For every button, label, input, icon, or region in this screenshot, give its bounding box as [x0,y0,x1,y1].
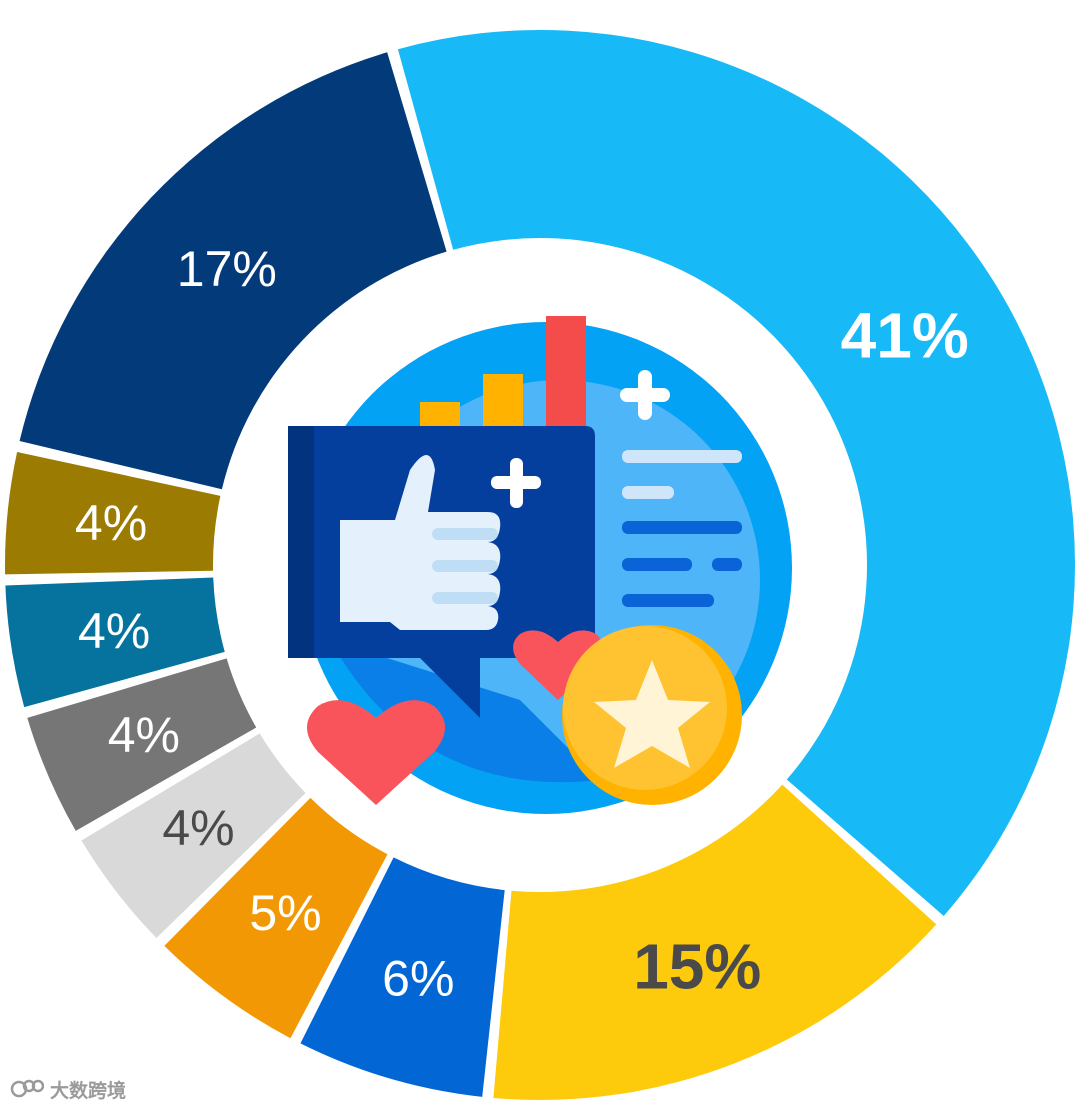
slice-label-7: 4% [78,603,150,659]
donut-slice-8 [5,451,221,575]
donut-slice-3 [300,857,505,1097]
slice-label-2: 15% [633,930,761,1002]
slice-label-9: 17% [177,241,277,297]
thumbs-up-social-feedback-icon [288,316,794,816]
slice-label-1: 41% [841,299,969,371]
slice-label-4: 5% [249,885,321,941]
watermark-text: 大数跨境 [50,1079,127,1102]
donut-slice-2 [493,784,937,1100]
slice-label-8: 4% [75,495,147,551]
donut-slice-5 [81,733,306,938]
slice-labels: 41% 15% 6% 5% 4% 4% 4% 4% 17% [75,241,969,1007]
watermark: 大数跨境 [10,1076,126,1102]
donut-slice-9 [19,52,447,490]
slice-label-3: 6% [382,950,454,1006]
donut-slice-1 [397,29,1076,916]
slice-label-5: 4% [162,800,234,856]
donut-slices [5,29,1076,1100]
donut-slice-6 [27,658,257,831]
logo-icon [10,1079,44,1098]
slice-label-6: 4% [108,707,180,763]
donut-slice-4 [164,797,388,1039]
donut-slice-7 [5,577,225,708]
